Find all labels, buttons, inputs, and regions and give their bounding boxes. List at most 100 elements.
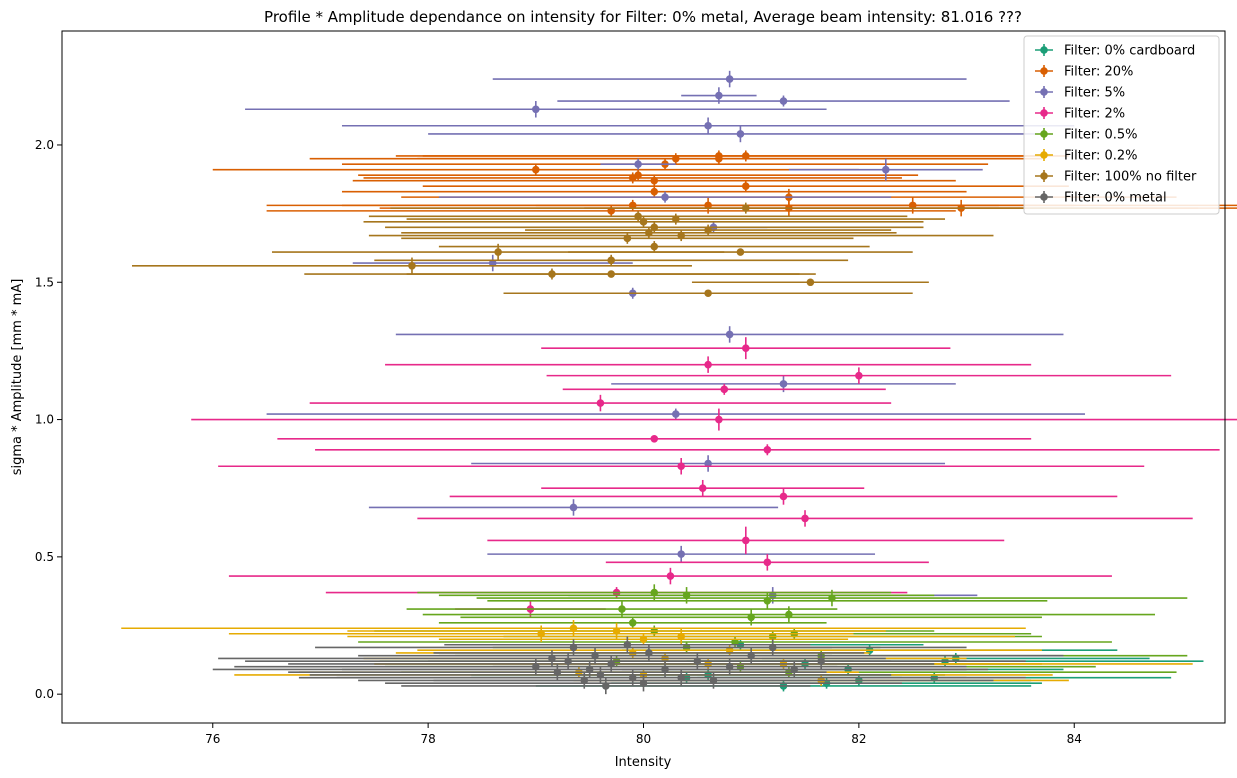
data-point — [817, 657, 825, 666]
data-point — [742, 344, 750, 352]
data-point — [639, 679, 648, 687]
data-point — [725, 75, 734, 83]
data-point — [548, 654, 556, 663]
x-tick-label: 78 — [420, 732, 435, 746]
data-point — [650, 434, 659, 443]
data-point — [634, 212, 642, 221]
data-point — [623, 640, 632, 649]
x-tick-label: 84 — [1067, 732, 1082, 746]
data-point — [855, 371, 863, 380]
data-point — [537, 629, 545, 638]
chart-title: Profile * Amplitude dependance on intens… — [264, 8, 1022, 26]
data-point — [709, 676, 718, 685]
data-point — [672, 215, 680, 223]
y-axis-ticks: 0.0 0.5 1.0 1.5 2.0 — [35, 138, 62, 701]
legend-label: Filter: 0% cardboard — [1064, 44, 1195, 59]
data-point — [672, 410, 680, 418]
y-tick-label: 1.0 — [35, 413, 54, 427]
x-axis-label: Intensity — [615, 755, 672, 770]
data-point — [677, 462, 685, 471]
data-point — [634, 160, 642, 168]
series-6 — [131, 202, 1102, 298]
data-point — [715, 415, 723, 424]
data-point — [645, 649, 653, 657]
data-point — [828, 594, 836, 602]
data-point — [634, 171, 642, 179]
data-point — [763, 558, 772, 567]
data-point — [607, 207, 615, 215]
legend-label: Filter: 0.2% — [1064, 149, 1138, 164]
data-point — [768, 643, 777, 652]
data-point — [596, 671, 605, 679]
data-point — [623, 234, 632, 243]
data-point — [618, 605, 626, 613]
data-point — [779, 492, 788, 501]
data-point — [650, 223, 659, 232]
data-point — [715, 91, 723, 100]
data-point — [704, 226, 712, 234]
data-point — [725, 662, 734, 671]
legend-marker — [1040, 109, 1048, 117]
x-tick-label: 80 — [636, 732, 651, 746]
y-tick-label: 0.5 — [35, 550, 54, 564]
data-point — [704, 289, 712, 298]
data-point — [607, 256, 615, 265]
x-tick-label: 76 — [205, 732, 220, 746]
data-point — [569, 503, 578, 512]
y-tick-label: 2.0 — [35, 138, 54, 152]
data-point — [639, 635, 648, 644]
data-point — [532, 105, 540, 114]
data-point — [553, 668, 562, 676]
data-point — [677, 231, 685, 240]
x-tick-label: 82 — [851, 732, 866, 746]
legend: Filter: 0% cardboard Filter: 20% Filter: 5… — [1023, 35, 1220, 215]
data-point — [704, 121, 712, 130]
data-point — [650, 176, 659, 185]
data-point — [742, 536, 750, 545]
series-7 — [212, 636, 1064, 695]
data-point — [720, 385, 729, 394]
data-point — [785, 610, 793, 619]
data-point — [790, 665, 799, 674]
data-point — [607, 660, 615, 668]
data-point — [682, 591, 691, 600]
legend-box — [1023, 35, 1220, 215]
data-point — [736, 130, 745, 138]
legend-marker — [1040, 193, 1048, 201]
legend-marker — [1040, 67, 1048, 75]
data-point — [650, 187, 659, 196]
data-point — [677, 632, 685, 641]
data-point — [650, 588, 659, 597]
data-point — [908, 201, 917, 210]
data-point — [661, 193, 669, 201]
data-point — [731, 638, 739, 646]
legend-label: Filter: 0.5% — [1064, 128, 1138, 143]
legend-marker — [1040, 130, 1048, 138]
data-point — [628, 618, 637, 627]
data-point — [602, 682, 610, 690]
data-point — [639, 218, 648, 226]
data-point — [747, 651, 755, 660]
y-tick-label: 0.0 — [35, 687, 54, 701]
legend-label: Filter: 20% — [1064, 65, 1133, 80]
legend-label: Filter: 5% — [1064, 86, 1125, 101]
legend-label: Filter: 0% metal — [1064, 191, 1167, 206]
data-point — [645, 229, 653, 237]
data-point — [677, 673, 685, 682]
data-point — [488, 259, 497, 267]
data-point — [677, 550, 685, 558]
data-point — [742, 152, 750, 160]
data-point — [650, 242, 659, 251]
y-axis-label: sigma * Amplitude [mm * mA] — [10, 279, 25, 476]
data-point — [806, 278, 815, 287]
data-point — [666, 572, 675, 580]
data-point — [779, 97, 788, 105]
data-point — [742, 182, 750, 190]
data-point — [742, 204, 750, 212]
data-point — [569, 624, 578, 633]
data-point — [763, 597, 772, 605]
legend-marker — [1040, 151, 1048, 159]
data-point — [779, 380, 788, 388]
x-axis-ticks: 767880828486 — [205, 723, 1082, 746]
